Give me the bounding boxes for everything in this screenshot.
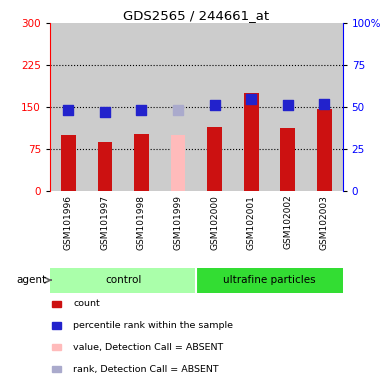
Bar — [233, 23, 270, 191]
Text: value, Detection Call = ABSENT: value, Detection Call = ABSENT — [73, 343, 223, 352]
Bar — [52, 344, 61, 351]
Point — [212, 102, 218, 108]
Bar — [160, 23, 196, 191]
Bar — [196, 23, 233, 191]
Bar — [52, 323, 61, 329]
Point — [285, 102, 291, 108]
Bar — [171, 135, 186, 191]
Text: GSM102001: GSM102001 — [247, 195, 256, 250]
Text: count: count — [73, 299, 100, 308]
Text: GSM101998: GSM101998 — [137, 195, 146, 250]
Text: rank, Detection Call = ABSENT: rank, Detection Call = ABSENT — [73, 365, 219, 374]
Text: agent: agent — [16, 275, 46, 285]
Text: GSM102003: GSM102003 — [320, 195, 329, 250]
Bar — [61, 135, 75, 191]
Point — [175, 107, 181, 113]
Title: GDS2565 / 244661_at: GDS2565 / 244661_at — [123, 9, 270, 22]
Bar — [87, 23, 123, 191]
Bar — [306, 23, 343, 191]
Bar — [244, 93, 259, 191]
Text: GSM102000: GSM102000 — [210, 195, 219, 250]
Text: GSM102002: GSM102002 — [283, 195, 292, 250]
Point — [321, 101, 327, 107]
Bar — [98, 142, 112, 191]
Text: control: control — [105, 275, 141, 285]
Text: ultrafine particles: ultrafine particles — [223, 275, 316, 285]
Bar — [317, 109, 331, 191]
Bar — [196, 268, 343, 293]
Bar — [280, 127, 295, 191]
Bar — [52, 366, 61, 372]
Bar — [270, 23, 306, 191]
Bar — [207, 127, 222, 191]
Point — [102, 109, 108, 115]
Point — [139, 107, 145, 113]
Point — [248, 96, 254, 102]
Text: percentile rank within the sample: percentile rank within the sample — [73, 321, 233, 330]
Text: GSM101996: GSM101996 — [64, 195, 73, 250]
Bar — [50, 268, 196, 293]
Bar — [134, 134, 149, 191]
Text: GSM101997: GSM101997 — [100, 195, 109, 250]
Point — [65, 107, 72, 113]
Bar — [52, 301, 61, 307]
Bar — [50, 23, 87, 191]
Text: GSM101999: GSM101999 — [174, 195, 182, 250]
Bar — [123, 23, 160, 191]
